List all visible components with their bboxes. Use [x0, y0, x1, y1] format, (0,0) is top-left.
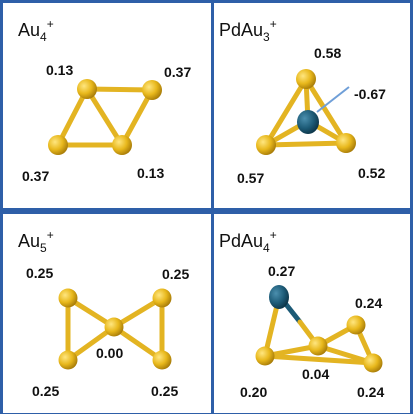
charge-label: -0.67	[354, 86, 386, 102]
panel-pdau4-title: PdAu4+	[219, 228, 277, 255]
pointer-line	[316, 86, 350, 113]
au-atom	[336, 133, 356, 153]
pd-atom	[297, 110, 319, 134]
au-atom	[256, 135, 276, 155]
bond	[263, 140, 349, 148]
au-atom	[363, 353, 383, 373]
panel-au4-title: Au4+	[18, 17, 54, 44]
au-atom	[346, 315, 366, 335]
au-atom	[112, 135, 132, 155]
bond	[84, 86, 155, 93]
charge-label: 0.27	[268, 263, 295, 279]
au-atom	[58, 288, 78, 308]
au-atom	[152, 350, 172, 370]
bond	[262, 353, 376, 366]
charge-label: 0.25	[26, 265, 53, 281]
bond	[303, 76, 349, 146]
charge-label: 0.25	[151, 383, 178, 399]
au-atom	[77, 79, 97, 99]
au-atom	[142, 80, 162, 100]
charge-label: 0.24	[355, 295, 382, 311]
panel-pdau4: PdAu4+ 0.27 0.24 0.04 0.20 0.24	[219, 228, 384, 400]
charge-label: 0.37	[22, 168, 49, 184]
panel-au4: Au4+ 0.13 0.37 0.37 0.13	[18, 17, 191, 184]
au-atom	[308, 336, 328, 356]
charge-label: 0.20	[240, 384, 267, 400]
panel-pdau3-frame	[211, 0, 413, 211]
bond	[55, 86, 90, 148]
charge-label: 0.13	[137, 165, 164, 181]
au-atom	[296, 69, 316, 89]
panel-au5-title: Au5+	[18, 228, 54, 255]
au-atom	[104, 317, 124, 337]
au-atom	[255, 346, 275, 366]
charge-label: 0.24	[357, 384, 384, 400]
charge-label: 0.58	[314, 45, 341, 61]
charge-label: 0.37	[164, 64, 191, 80]
panel-au5: Au5+ 0.25 0.25 0.00 0.25 0.25	[18, 228, 189, 399]
au-atom	[48, 135, 68, 155]
charge-label: 0.13	[46, 62, 73, 78]
bond	[84, 86, 125, 148]
charge-label: 0.52	[358, 165, 385, 181]
charge-label: 0.25	[32, 383, 59, 399]
panel-pdau4-frame	[211, 211, 413, 414]
charge-label: 0.25	[162, 266, 189, 282]
bond	[119, 87, 155, 148]
panel-pdau3-title: PdAu3+	[219, 17, 277, 44]
au4-bonds	[55, 86, 155, 148]
bond	[111, 324, 165, 363]
bond	[263, 76, 309, 148]
charge-label: 0.04	[302, 366, 329, 382]
au-atom	[152, 288, 172, 308]
panel-pdau3: PdAu3+ 0.58 -0.67 0.57 0.52	[219, 17, 386, 186]
au-atom	[58, 350, 78, 370]
charge-label: 0.00	[96, 345, 123, 361]
charge-label: 0.57	[237, 170, 264, 186]
pd-atom	[269, 285, 289, 309]
